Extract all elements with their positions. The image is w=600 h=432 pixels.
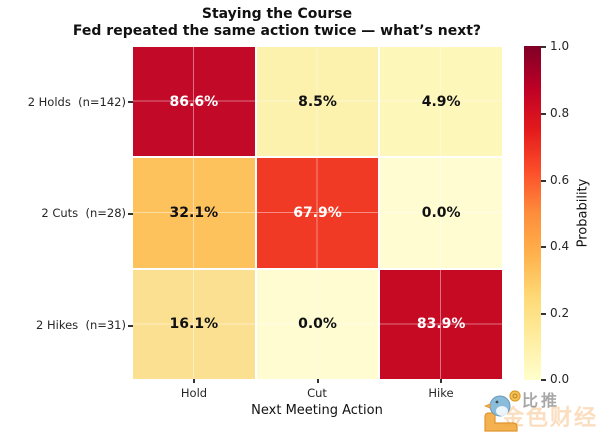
heatmap-grid: 86.6% 8.5% 4.9% 32.1% 67.9% 0.0% 16.1% 0… [133,47,502,379]
colorbar-tick-label: 0.4 [550,239,570,253]
y-tick-label-2cuts: 2 Cuts (n=28) [41,206,126,220]
colorbar-tick-label: 0.6 [550,173,570,187]
watermark-primary-text: 比推 [522,391,561,410]
x-tick-mark [440,379,442,383]
bitpush-bird-icon [483,390,521,432]
watermark-secondary-text: 金色财经 [502,406,599,431]
y-tick-mark [128,325,133,327]
cell-value-label: 83.9% [416,316,466,333]
heatmap-cell-2hikes-cut: 0.0% [256,269,379,379]
x-tick-mark [193,379,195,383]
colorbar-tick-label: 0.8 [550,106,570,120]
y-tick-mark [128,213,133,215]
y-tick-mark [128,101,133,103]
cell-value-label: 4.9% [421,93,461,110]
cell-value-label: 0.0% [298,316,337,333]
cell-value-label: 32.1% [169,204,219,221]
heatmap-cell-2cuts-cut: 67.9% [256,158,379,268]
bitpush-watermark: 金色财经 比推 [482,386,600,432]
x-tick-label-hold: Hold [180,386,208,400]
heatmap-cell-2cuts-hike: 0.0% [380,158,502,268]
heatmap-cell-2holds-hike: 4.9% [380,47,502,157]
heatmap-cell-2holds-hold: 86.6% [133,47,255,157]
heatmap-cell-2hikes-hike: 83.9% [380,269,502,379]
colorbar-tick-mark [541,313,546,315]
cell-value-label: 16.1% [169,316,219,333]
chart-title: Staying the Course [201,6,353,22]
colorbar-tick-label: 0.2 [550,306,570,320]
x-tick-label-hike: Hike [428,386,454,400]
colorbar-tick-label: 1.0 [550,39,570,53]
colorbar-tick-mark [541,379,546,381]
colorbar-title: Probability [575,178,591,248]
title-block: Staying the Course Fed repeated the same… [0,6,554,40]
cell-value-label: 0.0% [421,204,461,221]
cell-value-label: 67.9% [293,204,342,221]
heatmap-cell-2hikes-hold: 16.1% [133,269,255,379]
colorbar-tick-mark [541,180,546,182]
chart-subtitle: Fed repeated the same action twice — wha… [72,23,482,39]
colorbar-gradient [524,46,541,380]
x-tick-label-cut: Cut [307,386,327,400]
colorbar-tick-mark [541,46,546,48]
x-tick-mark [317,379,319,383]
heatmap-cell-2cuts-hold: 32.1% [133,158,255,268]
colorbar-tick-label: 0.0 [550,372,570,386]
colorbar-tick-mark [541,246,546,248]
x-axis-title: Next Meeting Action [251,403,383,418]
cell-value-label: 8.5% [298,93,337,110]
y-tick-label-2holds: 2 Holds (n=142) [27,95,126,109]
y-tick-label-2hikes: 2 Hikes (n=31) [36,318,126,332]
heatmap-cell-2holds-cut: 8.5% [256,47,379,157]
colorbar-tick-mark [541,113,546,115]
cell-value-label: 86.6% [169,93,219,110]
